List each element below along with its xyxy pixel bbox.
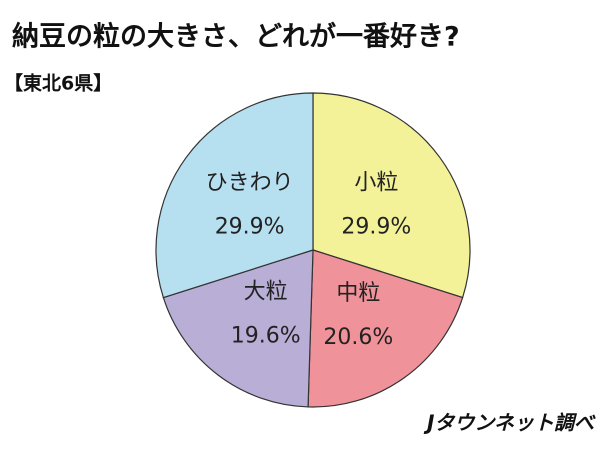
chart-subtitle: 【東北6県】 xyxy=(4,72,112,95)
slice-label: ひきわり xyxy=(206,171,294,196)
slice-label: 中粒 xyxy=(336,281,380,306)
slice-value: 29.9% xyxy=(215,215,285,240)
slice-value: 19.6% xyxy=(231,324,301,349)
pie-slice xyxy=(162,249,314,408)
source: Jタウンネット調べ xyxy=(423,411,596,435)
pie-slice xyxy=(312,92,471,299)
chart-title: 納豆の粒の大きさ、どれが一番好き? xyxy=(12,21,460,53)
slice-label: 大粒 xyxy=(244,280,288,305)
slice-value: 20.6% xyxy=(323,325,393,350)
pie-slice xyxy=(155,92,314,299)
pie-slice xyxy=(307,249,464,408)
slice-label: 小粒 xyxy=(354,171,398,196)
slice-value: 29.9% xyxy=(341,215,411,240)
